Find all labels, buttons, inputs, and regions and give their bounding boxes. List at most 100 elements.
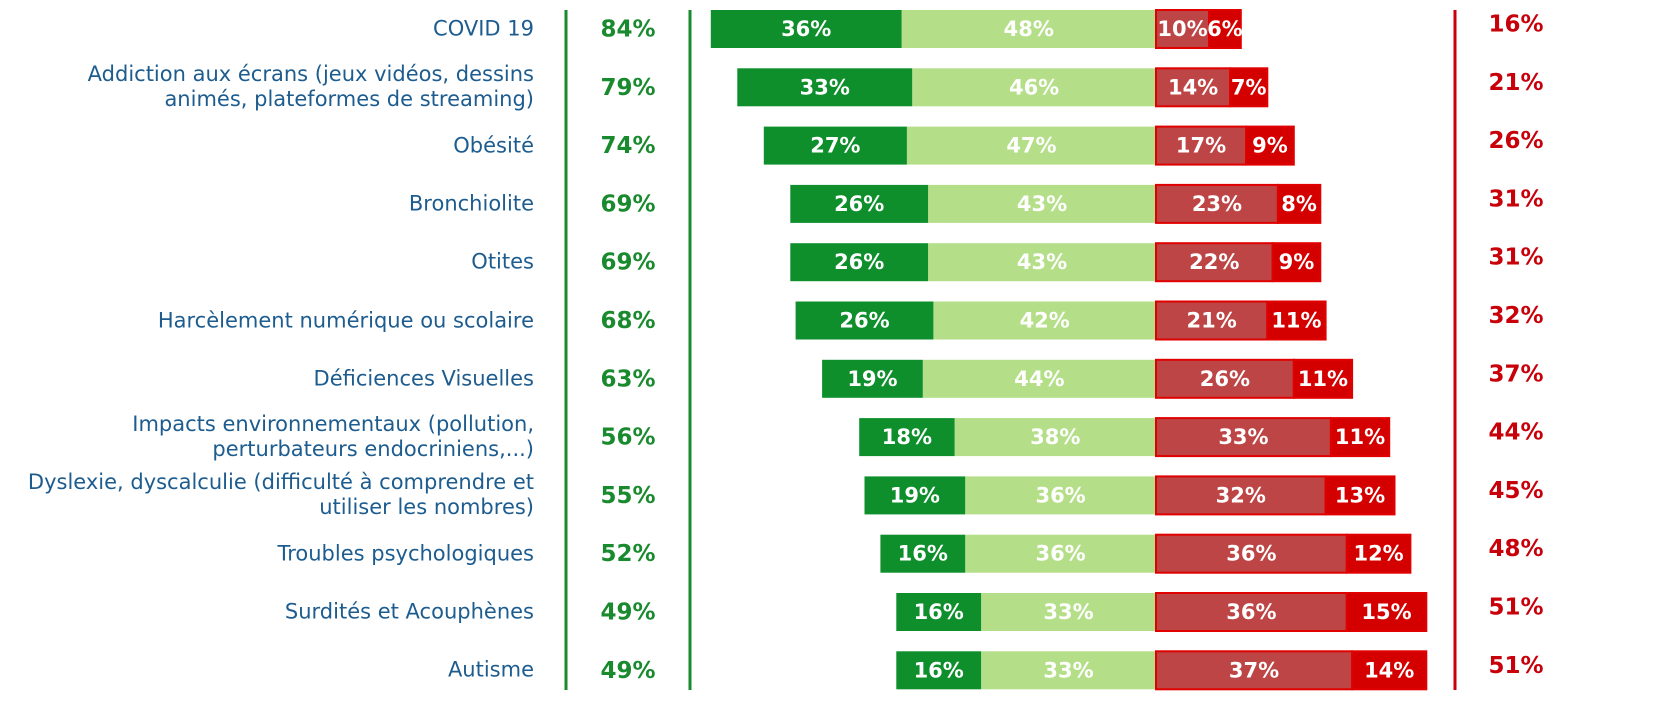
- bar-label: 26%: [834, 250, 884, 274]
- bar-label: 9%: [1252, 134, 1288, 158]
- bar-label: 36%: [1226, 542, 1276, 566]
- bar-label: 27%: [810, 134, 860, 158]
- bar-label: 9%: [1279, 250, 1315, 274]
- total-label: 31%: [1488, 245, 1543, 271]
- category-label: Autisme: [447, 657, 534, 682]
- bar-segment: [864, 476, 966, 515]
- total-label: 74%: [600, 133, 655, 159]
- bar-segment: [1155, 242, 1274, 283]
- bar-label: 33%: [1043, 600, 1093, 624]
- bar-segment: [1208, 9, 1242, 49]
- bar-label: 36%: [1035, 542, 1085, 566]
- bar-segment: [901, 10, 1156, 48]
- bar-label: 43%: [1017, 250, 1067, 274]
- total-label: 37%: [1488, 361, 1543, 387]
- bar-label: 38%: [1030, 425, 1080, 449]
- bar-segment: [859, 418, 955, 457]
- bar-label: 21%: [1187, 309, 1237, 333]
- total-label: 49%: [600, 600, 655, 626]
- bar-label: 32%: [1216, 483, 1266, 507]
- bar-label: 23%: [1192, 192, 1242, 216]
- category-label: Bronchiolite: [408, 191, 534, 216]
- bar-label: 14%: [1364, 658, 1414, 682]
- bar-label: 36%: [781, 17, 831, 41]
- bar-segment: [928, 184, 1156, 223]
- bar-segment: [1345, 533, 1412, 574]
- bar-segment: [737, 68, 913, 107]
- category-label: Surdités et Acouphènes: [284, 599, 534, 624]
- bar-segment: [1155, 183, 1279, 224]
- total-label: 49%: [600, 658, 655, 684]
- bar-label: 11%: [1298, 367, 1348, 391]
- total-label: 79%: [600, 75, 655, 101]
- total-label: 26%: [1488, 128, 1543, 154]
- total-label: 56%: [600, 425, 655, 451]
- total-label: 32%: [1488, 303, 1543, 329]
- bar-segment: [1329, 417, 1391, 458]
- bar-segment: [981, 651, 1156, 690]
- bar-segment: [790, 243, 929, 282]
- bar-segment: [1245, 125, 1295, 166]
- total-label: 45%: [1488, 478, 1543, 504]
- bar-label: 7%: [1231, 75, 1267, 99]
- total-label: 55%: [600, 483, 655, 509]
- bar-label: 12%: [1353, 542, 1403, 566]
- bar-label: 13%: [1335, 483, 1385, 507]
- bar-segment: [981, 593, 1156, 631]
- bar-segment: [965, 476, 1156, 515]
- bar-label: 36%: [1226, 600, 1276, 624]
- bar-label: 42%: [1020, 309, 1070, 333]
- bar-segment: [1271, 242, 1322, 283]
- category-label: Obésité: [453, 133, 534, 158]
- bar-segment: [906, 126, 1156, 165]
- bar-label: 16%: [914, 658, 964, 682]
- bar-label: 16%: [914, 600, 964, 624]
- bar-segment: [1155, 9, 1210, 49]
- bar-label: 37%: [1229, 658, 1279, 682]
- category-label: Addiction aux écrans (jeux vidéos, dessi…: [87, 62, 534, 112]
- bar-segment: [710, 10, 902, 48]
- bar-segment: [880, 534, 966, 573]
- bar-label: 19%: [847, 367, 897, 391]
- bar-label: 26%: [834, 192, 884, 216]
- category-label: Harcèlement numérique ou scolaire: [157, 308, 534, 332]
- bar-segment: [965, 534, 1156, 573]
- bar-segment: [912, 68, 1156, 107]
- bar-segment: [795, 301, 934, 340]
- bar-segment: [954, 418, 1156, 457]
- bar-segment: [1155, 417, 1332, 458]
- bar-label: 33%: [800, 75, 850, 99]
- bar-segment: [1351, 650, 1428, 691]
- category-label: COVID 19: [433, 16, 534, 41]
- bar-segment: [1266, 300, 1327, 341]
- bar-segment: [1229, 67, 1269, 108]
- category-label: Impacts environnementaux (pollution, per…: [132, 412, 534, 462]
- bar-label: 33%: [1218, 425, 1268, 449]
- bar-label: 18%: [882, 425, 932, 449]
- total-label: 68%: [600, 308, 655, 334]
- bar-label: 19%: [890, 483, 940, 507]
- bar-label: 6%: [1207, 17, 1243, 41]
- bar-label: 46%: [1009, 75, 1059, 99]
- bar-segment: [1324, 475, 1396, 516]
- bar-label: 48%: [1004, 17, 1054, 41]
- total-label: 63%: [600, 366, 655, 392]
- bar-segment: [1155, 592, 1348, 632]
- bar-segment: [1345, 592, 1428, 632]
- bar-label: 11%: [1335, 425, 1385, 449]
- bar-segment: [790, 184, 929, 223]
- total-label: 51%: [1488, 595, 1543, 621]
- bar-segment: [1292, 358, 1354, 399]
- bar-label: 33%: [1043, 658, 1093, 682]
- total-label: 21%: [1488, 70, 1543, 96]
- category-label: Otites: [471, 249, 534, 274]
- bar-segment: [1155, 300, 1269, 341]
- total-label: 69%: [600, 250, 655, 276]
- bar-segment: [763, 126, 907, 165]
- total-label: 52%: [600, 541, 655, 567]
- total-label: 84%: [600, 17, 655, 43]
- bar-label: 14%: [1168, 75, 1218, 99]
- category-label: Troubles psychologiques: [277, 541, 534, 566]
